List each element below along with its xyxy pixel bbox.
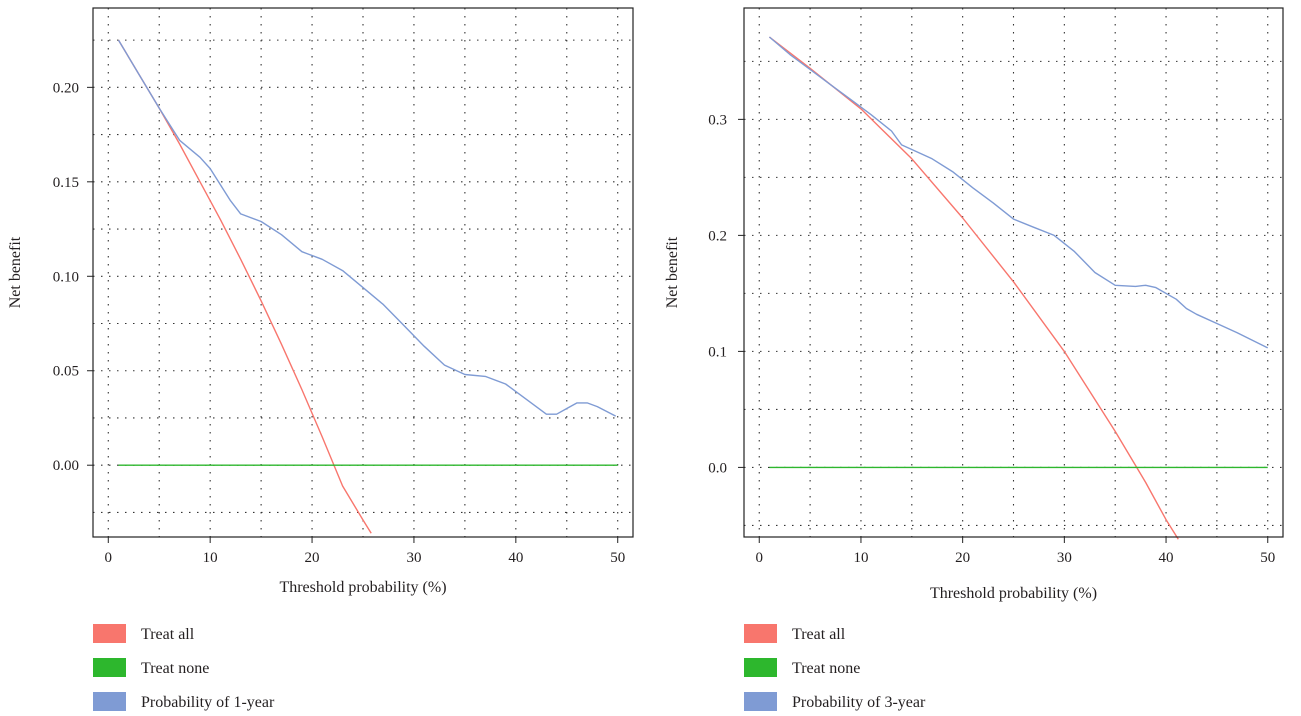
x-tick-label: 50 [1260, 550, 1275, 566]
y-tick-label: 0.05 [53, 364, 79, 380]
x-tick-label: 30 [406, 550, 421, 566]
y-tick-label: 0.3 [708, 112, 727, 128]
panel-1-year: 0 10 20 30 40 50 0.00 0.05 0.10 0.15 0.20 Threshold… [7, 7, 634, 711]
legend-swatch [744, 624, 777, 643]
legend-swatch [93, 624, 126, 643]
y-tick-label: 0.20 [53, 80, 79, 96]
x-tick-label: 0 [105, 550, 113, 566]
legend-swatch [93, 658, 126, 677]
series-line-probability-of-1-year [117, 39, 617, 417]
x-tick-label: 10 [203, 550, 218, 566]
y-tick-label: 0.1 [708, 344, 727, 360]
y-axis-title: Net benefit [664, 236, 681, 308]
x-tick-label: 50 [610, 550, 625, 566]
x-tick-label: 20 [955, 550, 970, 566]
y-tick-label: 0.2 [708, 228, 727, 244]
x-tick-label: 40 [1159, 550, 1174, 566]
y-tick-label: 0.0 [708, 460, 727, 476]
legend-swatch [744, 658, 777, 677]
x-tick-label: 40 [508, 550, 523, 566]
y-tick-label: 0.00 [53, 458, 79, 474]
legend-label: Probability of 3-year [792, 694, 926, 711]
legend-label: Treat none [141, 660, 209, 677]
legend-label: Probability of 1-year [141, 694, 275, 711]
legend-swatch [744, 692, 777, 711]
x-axis-title: Threshold probability (%) [930, 585, 1097, 602]
plot-frame [743, 7, 1284, 538]
x-tick-label: 30 [1057, 550, 1072, 566]
y-tick-label: 0.10 [53, 269, 79, 285]
legend-label: Treat all [141, 626, 195, 643]
series-line-probability-of-3-year [768, 36, 1269, 349]
legend-label: Treat all [792, 626, 846, 643]
series-line-treat-all [117, 39, 372, 534]
legend-swatch [93, 692, 126, 711]
x-tick-label: 10 [853, 550, 868, 566]
y-tick-label: 0.15 [53, 175, 79, 191]
series-line-treat-all [768, 36, 1179, 540]
x-tick-label: 20 [305, 550, 320, 566]
y-axis-title: Net benefit [7, 236, 24, 308]
legend-label: Treat none [792, 660, 860, 677]
x-tick-label: 0 [756, 550, 764, 566]
x-axis-title: Threshold probability (%) [279, 579, 446, 596]
plot-frame [92, 7, 634, 538]
panel-3-year: 0 10 20 30 40 50 0.0 0.1 0.2 0.3 Threshold probabi… [664, 7, 1284, 711]
